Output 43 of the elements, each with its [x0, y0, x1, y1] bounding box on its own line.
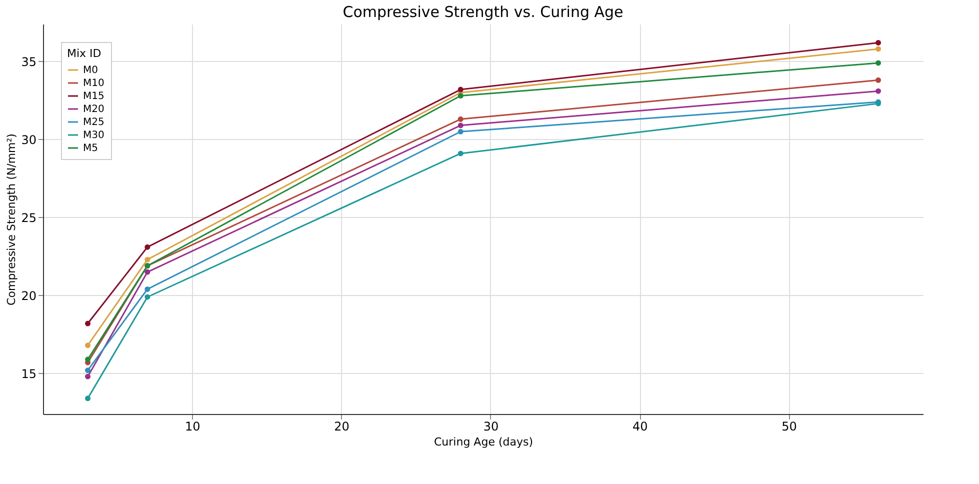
x-tick-label: 30 [483, 420, 499, 434]
legend-label: M30 [83, 130, 104, 141]
y-tick-label: 15 [21, 366, 36, 381]
point [458, 128, 464, 134]
point [144, 294, 150, 300]
y-axis-title: Compressive Strength (N/mm²) [5, 134, 18, 306]
point [144, 256, 150, 262]
point [876, 88, 881, 94]
y-tick-label: 30 [21, 132, 36, 147]
x-tick-label: 20 [334, 420, 350, 434]
point [85, 342, 90, 348]
legend-label: M5 [83, 143, 98, 154]
point [85, 396, 90, 402]
legend-label: M20 [83, 104, 104, 115]
point [85, 374, 90, 380]
point [85, 320, 90, 326]
point [144, 286, 150, 292]
point [458, 122, 464, 128]
point [458, 150, 464, 156]
point [85, 356, 90, 362]
point [876, 60, 881, 66]
point [144, 244, 150, 250]
legend-label: M15 [83, 91, 104, 102]
point [458, 86, 464, 92]
point [458, 93, 464, 98]
point [144, 269, 150, 275]
x-axis-title: Curing Age (days) [434, 436, 533, 448]
point [85, 368, 90, 374]
x-tick-label: 40 [632, 420, 648, 434]
point [876, 46, 881, 52]
point [458, 116, 464, 122]
point [876, 40, 881, 46]
legend-label: M10 [83, 78, 104, 89]
y-tick-label: 25 [21, 210, 36, 225]
legend-label: M0 [83, 65, 98, 76]
legend-title: Mix ID [67, 47, 102, 60]
legend-label: M25 [83, 117, 104, 128]
y-tick-label: 35 [21, 54, 36, 69]
x-tick-label: 10 [185, 420, 200, 434]
chart-title: Compressive Strength vs. Curing Age [342, 3, 624, 21]
point [876, 77, 881, 83]
x-tick-label: 50 [782, 420, 797, 434]
y-tick-label: 20 [21, 288, 36, 303]
